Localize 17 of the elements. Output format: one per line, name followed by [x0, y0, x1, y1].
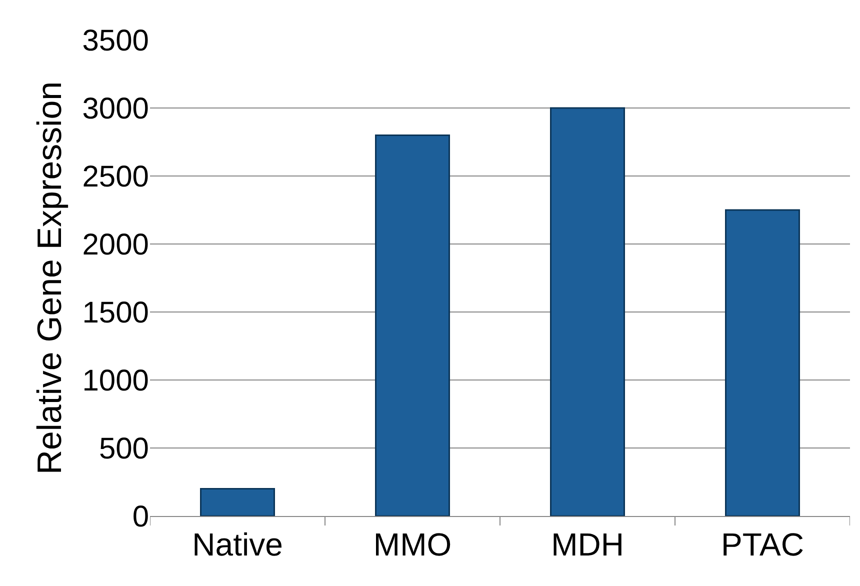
y-tick-label: 2500: [82, 160, 149, 194]
x-tick-label: PTAC: [721, 526, 804, 562]
bar: [725, 209, 800, 516]
bar: [550, 107, 625, 516]
y-tick-label: 500: [98, 432, 149, 466]
bar: [200, 488, 275, 516]
y-tick-label: 3000: [82, 92, 149, 126]
y-tick-label: 0: [132, 500, 149, 534]
y-axis-title: Relative Gene Expression: [30, 81, 69, 475]
x-tick-label: MMO: [373, 526, 452, 562]
y-tick-label: 1000: [82, 364, 149, 398]
y-tick-label: 2000: [82, 228, 149, 262]
y-tick-label: 1500: [82, 296, 149, 330]
bar: [375, 134, 450, 516]
x-tick-label: MDH: [551, 526, 624, 562]
y-tick-label: 3500: [82, 24, 149, 58]
x-tick-label: Native: [192, 526, 283, 562]
